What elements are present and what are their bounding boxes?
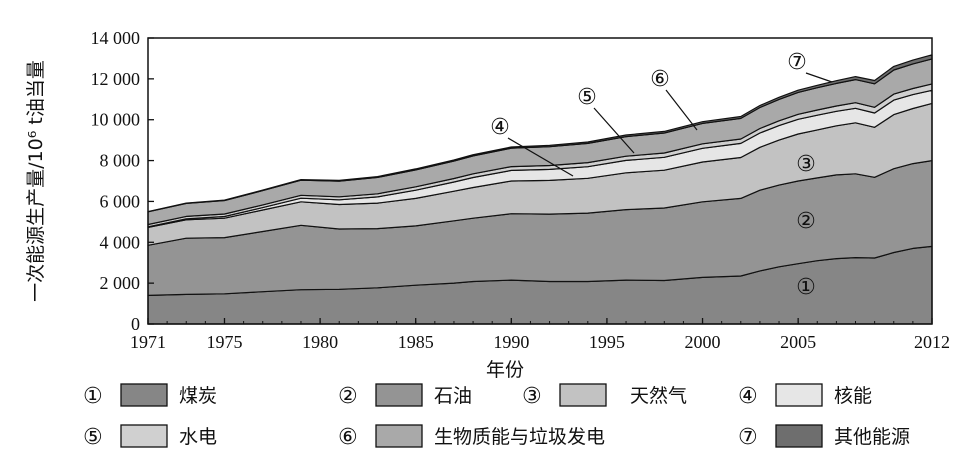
legend-marker: ③ — [522, 384, 542, 409]
x-tick-label: 1975 — [206, 332, 242, 352]
x-tick-label: 1971 — [130, 332, 166, 352]
legend-label: 核能 — [834, 385, 872, 407]
marker-background — [785, 50, 809, 74]
legend-label: 天然气 — [630, 385, 687, 407]
x-tick-label: 2005 — [780, 332, 816, 352]
marker-leader-line — [507, 137, 574, 177]
legend-label: 水电 — [179, 426, 217, 448]
y-axis-label: 一次能源生产量/10⁶ t油当量 — [25, 60, 47, 302]
series-marker-3: ③ — [796, 152, 816, 177]
y-tick-label: 6 000 — [100, 191, 141, 211]
axes: 0 2 000 4 000 6 000 8 000 10 000 12 000 14 000 1… — [91, 28, 951, 352]
y-tick-label: 4 000 — [100, 232, 141, 252]
legend-marker: ⑥ — [338, 425, 358, 450]
legend-swatch — [775, 383, 823, 407]
series-marker-6: ⑥ — [650, 67, 670, 92]
series-marker-7: ⑦ — [787, 50, 807, 75]
marker-leader-line — [665, 89, 698, 131]
series-markers: ① ② ③ ④ ⑤ ⑥ ⑦ — [488, 50, 833, 300]
legend-swatch — [775, 424, 823, 448]
legend-swatch — [120, 424, 168, 448]
series-marker-2: ② — [796, 209, 816, 234]
legend-marker: ④ — [738, 384, 758, 409]
series-marker-1: ① — [796, 275, 816, 300]
legend-label: 其他能源 — [834, 426, 910, 448]
legend-marker: ① — [83, 384, 103, 409]
legend-label: 煤炭 — [179, 385, 217, 407]
plot-frame — [147, 37, 933, 325]
marker-background — [648, 67, 672, 91]
legend: ① 煤炭 ② 石油 ③ 天然气 ④ 核能 ⑤ 水电 ⑥ 生物质能与垃圾发电 ⑦ 其他能源 — [83, 383, 910, 450]
legend-swatch — [375, 424, 423, 448]
legend-label: 生物质能与垃圾发电 — [434, 426, 605, 448]
y-tick-label: 14 000 — [91, 28, 141, 48]
legend-marker: ⑦ — [738, 425, 758, 450]
y-tick-label: 10 000 — [91, 110, 141, 130]
x-tick-label: 1980 — [302, 332, 338, 352]
x-axis-label: 年份 — [486, 359, 524, 381]
series-marker-5: ⑤ — [577, 85, 597, 110]
y-tick-label: 2 000 — [100, 273, 141, 293]
legend-label: 石油 — [434, 385, 472, 407]
area-series-group — [147, 54, 933, 325]
legend-marker: ② — [338, 384, 358, 409]
x-tick-label: 2012 — [914, 332, 950, 352]
legend-swatch — [375, 383, 423, 407]
x-tick-label: 1985 — [398, 332, 434, 352]
y-tick-label: 0 — [131, 314, 140, 334]
legend-swatch — [120, 383, 168, 407]
y-tick-label: 12 000 — [91, 69, 141, 89]
legend-marker: ⑤ — [83, 425, 103, 450]
x-tick-label: 2000 — [685, 332, 721, 352]
marker-leader-line — [593, 107, 635, 154]
y-tick-label: 8 000 — [100, 151, 141, 171]
marker-background — [488, 115, 512, 139]
x-tick-label: 1995 — [589, 332, 625, 352]
marker-leader-line — [805, 72, 833, 83]
x-tick-label: 1990 — [493, 332, 529, 352]
series-marker-4: ④ — [490, 115, 510, 140]
marker-background — [575, 85, 599, 109]
legend-swatch — [559, 383, 607, 407]
